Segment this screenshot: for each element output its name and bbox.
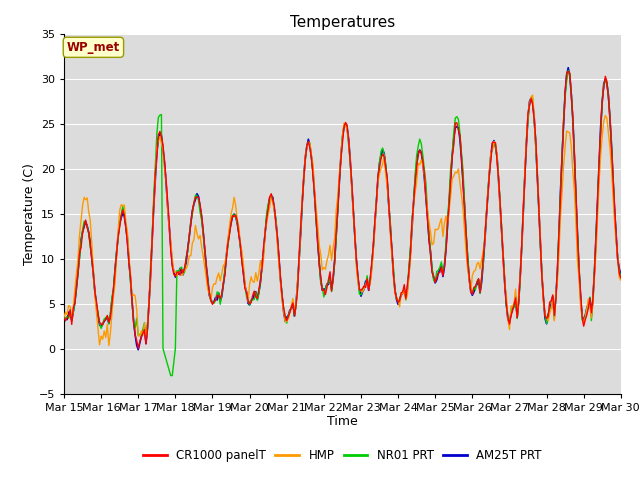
CR1000 panelT [134, 346, 142, 351]
Title: Temperatures: Temperatures [290, 15, 395, 30]
AM25T PRT [76, 253, 83, 259]
Text: WP_met: WP_met [67, 41, 120, 54]
AM25T PRT [410, 199, 417, 205]
AM25T PRT [617, 272, 625, 278]
AM25T PRT [134, 347, 142, 353]
Line: NR01 PRT: NR01 PRT [64, 71, 621, 375]
HMP [529, 92, 536, 98]
HMP [410, 202, 417, 207]
CR1000 panelT [410, 202, 417, 207]
HMP [397, 290, 405, 296]
NR01 PRT [410, 201, 417, 206]
HMP [165, 225, 173, 231]
NR01 PRT [76, 257, 83, 263]
Y-axis label: Temperature (C): Temperature (C) [23, 163, 36, 264]
AM25T PRT [564, 65, 572, 71]
HMP [76, 232, 83, 238]
CR1000 panelT [60, 315, 68, 321]
NR01 PRT [60, 315, 68, 321]
AM25T PRT [60, 319, 68, 325]
NR01 PRT [164, 362, 172, 368]
AM25T PRT [379, 147, 387, 153]
NR01 PRT [617, 274, 625, 279]
NR01 PRT [550, 317, 558, 323]
CR1000 panelT [379, 151, 387, 157]
NR01 PRT [379, 145, 387, 151]
HMP [105, 343, 113, 348]
Legend: CR1000 panelT, HMP, NR01 PRT, AM25T PRT: CR1000 panelT, HMP, NR01 PRT, AM25T PRT [138, 444, 547, 467]
Line: HMP: HMP [64, 95, 621, 346]
HMP [379, 162, 387, 168]
CR1000 panelT [165, 219, 173, 225]
NR01 PRT [564, 68, 572, 73]
NR01 PRT [167, 372, 175, 378]
CR1000 panelT [397, 290, 405, 296]
CR1000 panelT [564, 68, 572, 74]
CR1000 panelT [617, 275, 625, 281]
AM25T PRT [165, 223, 173, 229]
AM25T PRT [550, 313, 558, 319]
NR01 PRT [397, 292, 405, 298]
AM25T PRT [397, 292, 405, 298]
HMP [552, 290, 559, 296]
Line: AM25T PRT: AM25T PRT [64, 68, 621, 350]
CR1000 panelT [550, 312, 558, 318]
CR1000 panelT [76, 251, 83, 256]
HMP [60, 314, 68, 320]
HMP [617, 277, 625, 283]
Line: CR1000 panelT: CR1000 panelT [64, 71, 621, 348]
X-axis label: Time: Time [327, 415, 358, 429]
